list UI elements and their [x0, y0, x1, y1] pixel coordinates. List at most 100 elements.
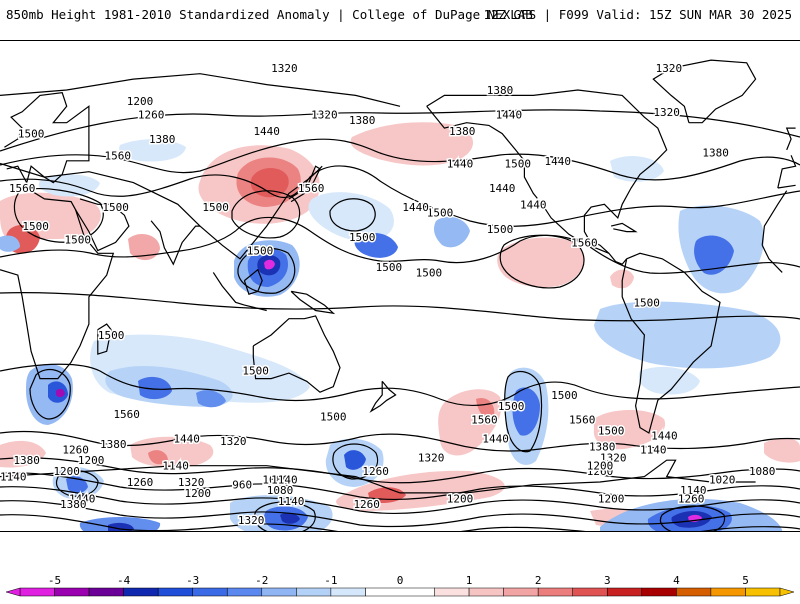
- colorbar-high-arrow: [779, 587, 795, 597]
- anomaly-positive-atlantic: [497, 237, 584, 288]
- contour-label: 1080: [262, 473, 289, 486]
- colorbar-tick-label: -5: [48, 574, 61, 587]
- contour-label: 1560: [113, 408, 140, 421]
- contour-1440-south: [0, 457, 800, 484]
- anomaly-shading: [0, 122, 800, 531]
- contour-1320-north: [0, 109, 800, 152]
- contour-label: 1500: [498, 400, 525, 413]
- contour-1500-atlantic-ridge: [499, 234, 585, 289]
- colorbar-bin: [227, 587, 263, 597]
- contour-1020-east-low: [659, 505, 726, 531]
- colorbar-bin: [503, 587, 539, 597]
- land-outline-0-0: [0, 73, 401, 107]
- contour-label: 1320: [238, 514, 265, 527]
- anomaly-negative-us-east: [119, 139, 186, 162]
- contour-label: 1260: [353, 498, 380, 511]
- contour-label: 1380: [60, 498, 87, 511]
- contour-label: 1440: [545, 155, 572, 168]
- contour-label: 1500: [376, 261, 403, 274]
- contour-label: 1500: [102, 201, 129, 214]
- colorbar-bin: [88, 587, 124, 597]
- contour-label: 960: [232, 479, 252, 492]
- contour-label: 1260: [62, 443, 89, 456]
- contour-label: 1560: [105, 149, 132, 162]
- contour-label: 1260: [678, 492, 705, 505]
- anomaly-negative-south-indian-low-center: [280, 512, 300, 524]
- map-header: 850mb Height 1981-2010 Standardized Anom…: [0, 0, 800, 28]
- contour-label: 1440: [651, 430, 678, 443]
- contour-1440-north: [0, 165, 800, 227]
- colorbar-bin: [261, 587, 297, 597]
- contour-label: 1320: [220, 435, 247, 448]
- contour-label: 1200: [185, 487, 212, 500]
- contour-label: 1200: [78, 454, 105, 467]
- contour-label: 1200: [598, 492, 625, 505]
- anomaly-positive-south-atlantic-core: [476, 397, 495, 418]
- contour-1320-south-america-low: [504, 370, 543, 453]
- anomaly-negative-central-asia: [594, 301, 781, 369]
- colorbar-bin: [19, 587, 55, 597]
- contour-label: 1500: [22, 220, 49, 233]
- anomaly-positive-far-east: [764, 438, 800, 463]
- contour-label: 1380: [487, 84, 514, 97]
- contour-label: 1380: [100, 438, 127, 451]
- land-outline-3-0: [369, 380, 397, 413]
- contour-label: 1440: [447, 158, 474, 171]
- contour-label: 1140: [162, 460, 189, 473]
- colorbar-bin: [365, 587, 435, 597]
- contour-label: 1380: [449, 125, 476, 138]
- land-outline-10-0: [75, 198, 130, 252]
- contour-label: 1380: [589, 441, 616, 454]
- anomaly-negative-australia-core-2: [196, 390, 226, 408]
- contour-label: 1140: [680, 484, 707, 497]
- contour-label: 1200: [127, 95, 154, 108]
- contour-label: 1440: [496, 109, 523, 122]
- colorbar-tick-label: 4: [673, 574, 680, 587]
- contour-label: 1200: [587, 460, 614, 473]
- contour-label: 1560: [569, 413, 596, 426]
- anomaly-negative-south-america-core: [512, 387, 540, 436]
- colorbar-tick-label: 5: [742, 574, 749, 587]
- colorbar-bin: [157, 587, 193, 597]
- contour-label: 1500: [65, 234, 92, 247]
- contour-label: 1440: [482, 432, 509, 445]
- contour-label: 1260: [138, 109, 165, 122]
- land-outline-1-0: [0, 162, 323, 260]
- colorbar-tick-label: -3: [186, 574, 199, 587]
- anomaly-negative-australia-core: [138, 376, 172, 400]
- colorbar-bin: [710, 587, 746, 597]
- contour-1500-tropics: [0, 292, 800, 322]
- colorbar-tick-label: 3: [604, 574, 611, 587]
- land-outline-11-0: [150, 220, 200, 266]
- contour-label: 1500: [242, 364, 269, 377]
- contour-label: 1320: [653, 106, 680, 119]
- contour-label: 1380: [702, 147, 729, 160]
- contour-label: 1500: [633, 296, 660, 309]
- anomaly-negative-arabia-center: [56, 388, 65, 398]
- land-outline-19-0: [290, 290, 336, 315]
- land-outline-6-0: [652, 59, 757, 124]
- contour-label: 1500: [349, 231, 376, 244]
- colorbar-bin: [745, 587, 781, 597]
- anomaly-positive-south-pacific-east: [593, 410, 666, 450]
- contour-label: 1440: [402, 201, 429, 214]
- contour-1500-south-tropics: [0, 363, 800, 406]
- land-outline-8-2: [761, 244, 783, 273]
- land-outline-5-0: [426, 105, 610, 254]
- contour-label: 1500: [551, 389, 578, 402]
- colorbar-bin: [641, 587, 677, 597]
- contour-label: 1320: [418, 452, 445, 465]
- contour-label: 1440: [253, 125, 280, 138]
- contour-label: 1200: [53, 465, 80, 478]
- contour-label: 1560: [571, 236, 598, 249]
- contour-label: 1320: [178, 476, 205, 489]
- anomaly-negative-pacific-low-center: [264, 259, 275, 270]
- anomaly-negative-north-america: [434, 216, 470, 248]
- anomaly-negative-mongolia: [38, 174, 100, 197]
- anomaly-negative-antarctic-west-core: [108, 522, 134, 531]
- contour-label: 1440: [69, 492, 96, 505]
- colorbar-bin: [54, 587, 90, 597]
- contour-1500-europe: [13, 188, 104, 243]
- contour-label: 1260: [127, 476, 154, 489]
